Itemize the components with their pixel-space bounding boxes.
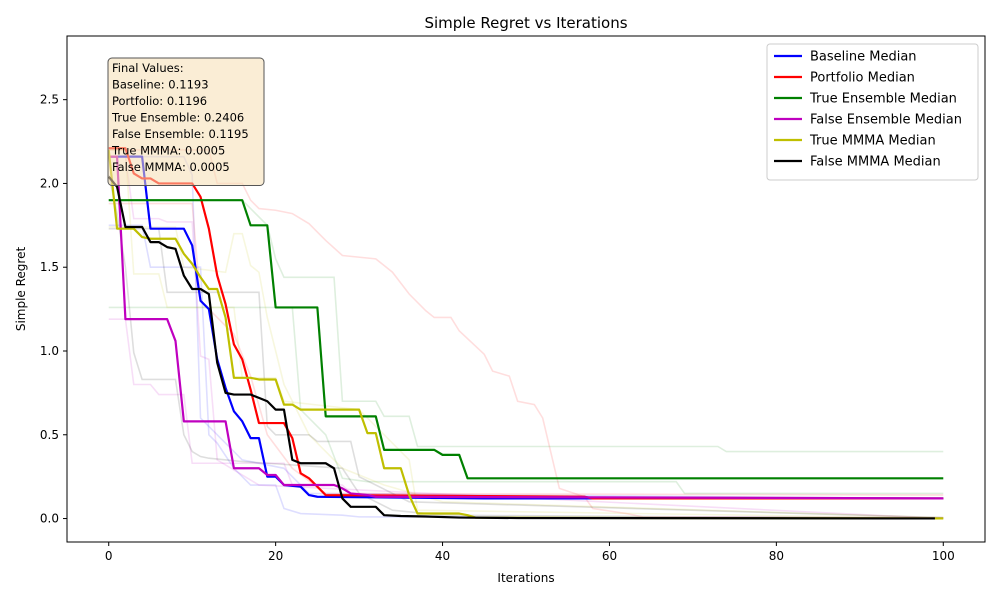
y-tick-label: 2.0 <box>40 176 59 190</box>
final-values-annotation: Final Values: Baseline: 0.1193 Portfolio: … <box>107 57 265 186</box>
legend-label: Portfolio Median <box>810 71 915 86</box>
y-tick-label: 1.5 <box>40 260 59 274</box>
legend-label: True MMMA Median <box>809 134 936 149</box>
background-run-2 <box>108 149 944 519</box>
background-run-4 <box>108 199 944 453</box>
x-tick-label: 0 <box>105 549 113 563</box>
x-axis-label: Iterations <box>497 571 554 585</box>
annotation-line: False Ensemble: 0.1195 <box>112 127 249 141</box>
annotation-line: True Ensemble: 0.2406 <box>111 111 244 125</box>
y-tick-label: 1.0 <box>40 344 59 358</box>
annotation-line: False MMMA: 0.0005 <box>112 160 230 174</box>
legend-box <box>766 43 979 181</box>
background-run-11 <box>108 227 944 519</box>
y-tick-label: 0.0 <box>40 512 59 526</box>
plot-frame <box>66 35 986 543</box>
annotation-line: Final Values: <box>112 61 184 75</box>
annotation-line: Portfolio: 0.1196 <box>112 94 207 108</box>
legend-label: False Ensemble Median <box>810 113 962 128</box>
legend-label: True Ensemble Median <box>809 92 957 107</box>
legend-label: Baseline Median <box>810 50 917 65</box>
y-tick-label: 2.5 <box>40 93 59 107</box>
x-axis: 0 20 40 60 80 100 <box>105 542 955 563</box>
y-axis: 0.0 0.5 1.0 1.5 2.0 2.5 <box>40 93 67 526</box>
y-axis-label: Simple Regret <box>14 247 28 332</box>
chart-title: Simple Regret vs Iterations <box>424 14 627 32</box>
y-tick-label: 0.5 <box>40 428 59 442</box>
series-line-5 <box>107 176 935 520</box>
background-run-0 <box>108 224 944 519</box>
annotation-box <box>107 57 265 186</box>
series-line-2 <box>108 199 944 480</box>
x-tick-label: 60 <box>602 549 617 563</box>
legend: Baseline Median Portfolio Median True Ense… <box>766 43 979 181</box>
x-tick-label: 40 <box>435 549 450 563</box>
background-run-9 <box>108 226 944 519</box>
background-run-7 <box>108 155 944 520</box>
annotation-line: Baseline: 0.1193 <box>112 78 209 92</box>
x-tick-label: 20 <box>268 549 283 563</box>
series-line-0 <box>108 155 944 500</box>
background-run-10 <box>107 174 944 520</box>
series-line-4 <box>107 149 944 520</box>
legend-label: False MMMA Median <box>810 155 941 170</box>
x-tick-label: 100 <box>932 549 955 563</box>
series-line-3 <box>108 155 944 500</box>
annotation-line: True MMMA: 0.0005 <box>111 144 225 158</box>
x-tick-label: 80 <box>769 549 784 563</box>
